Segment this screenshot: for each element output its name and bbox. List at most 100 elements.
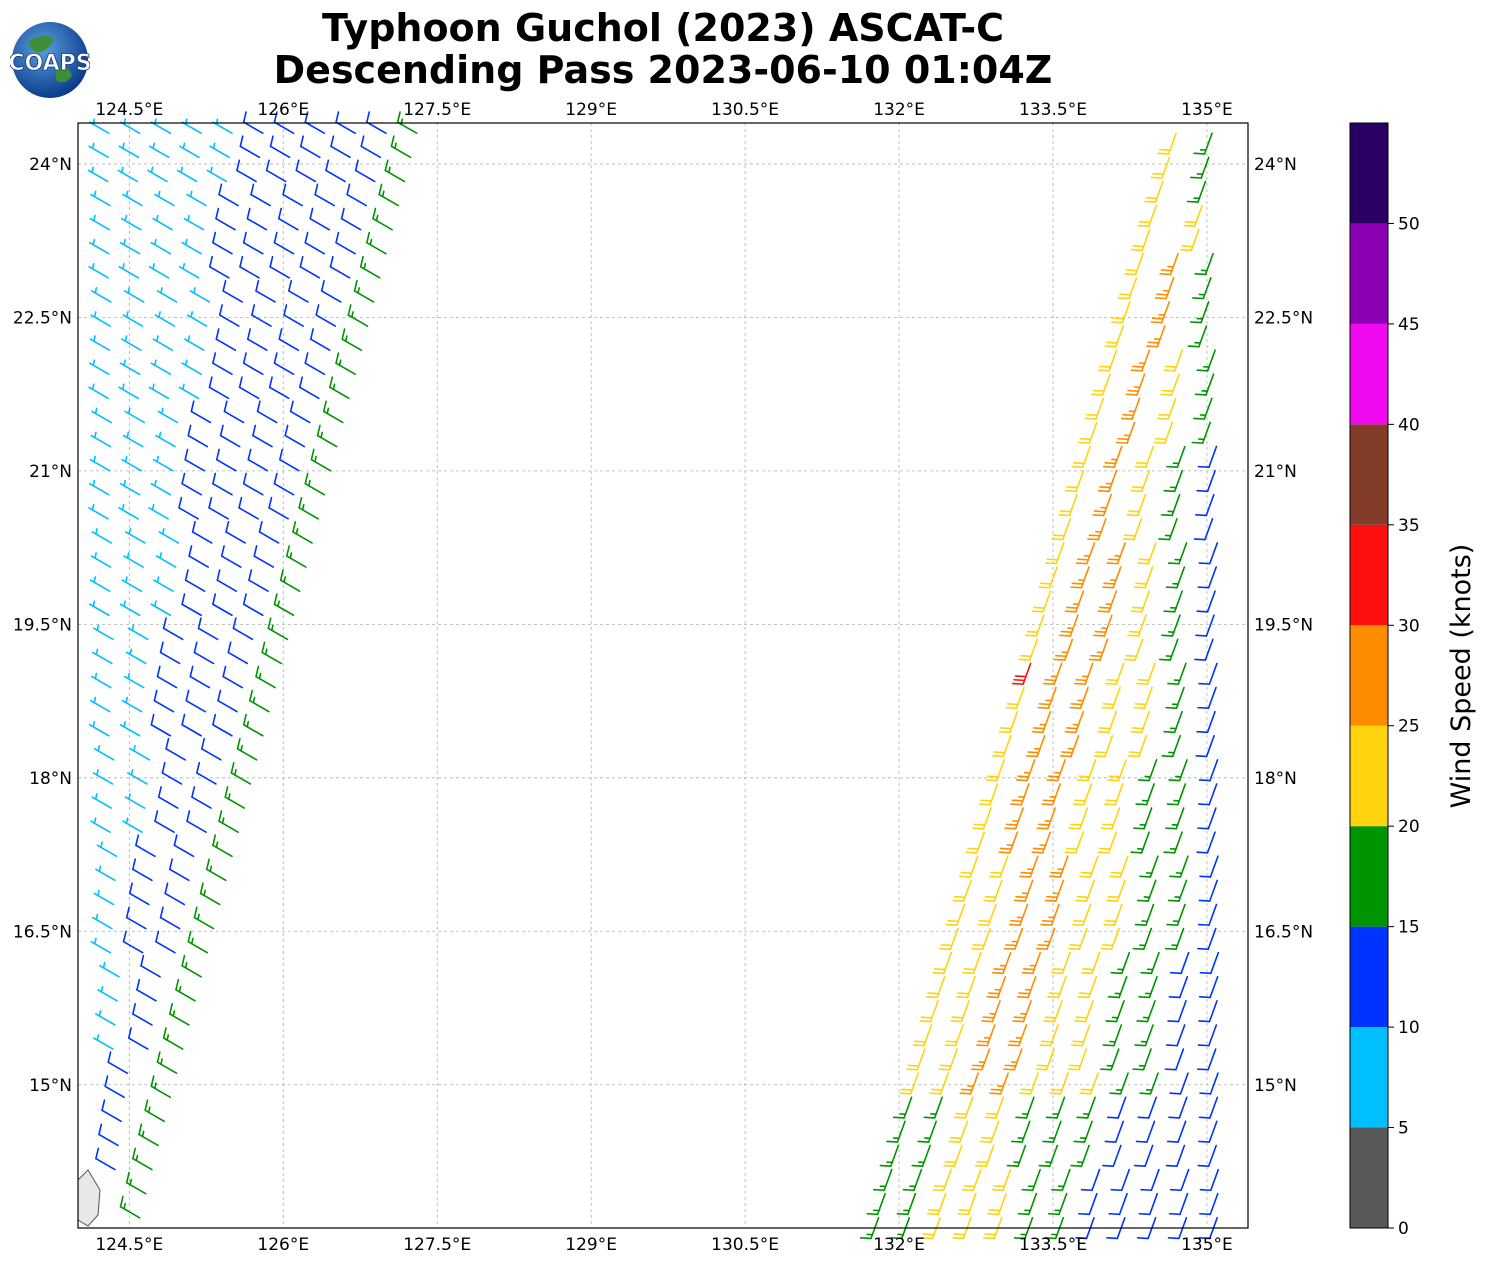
barb-feather bbox=[917, 1140, 930, 1143]
coaps-logo: COAPS bbox=[10, 22, 90, 98]
barb-feather-half bbox=[301, 503, 305, 511]
barb-feather bbox=[138, 1123, 143, 1136]
lon-tick-label-bottom: 135°E bbox=[1181, 1235, 1233, 1255]
barb-feather bbox=[1018, 992, 1031, 995]
barb-feather bbox=[1195, 514, 1208, 517]
wind-barb bbox=[335, 352, 356, 376]
barb-shaft bbox=[212, 241, 233, 255]
barb-feather bbox=[1169, 1188, 1182, 1192]
barb-feather-half bbox=[95, 913, 99, 921]
wind-barb bbox=[122, 311, 144, 327]
barb-shaft bbox=[165, 748, 186, 761]
barb-feather-half bbox=[283, 576, 287, 583]
barb-shaft bbox=[239, 145, 261, 159]
wind-barb bbox=[90, 287, 112, 303]
barb-feather-half bbox=[264, 648, 268, 656]
wind-barb bbox=[1195, 493, 1215, 517]
wind-barb bbox=[1031, 590, 1052, 613]
wind-barb bbox=[366, 111, 387, 135]
barb-feather bbox=[1134, 703, 1147, 706]
barb-feather bbox=[253, 545, 258, 557]
wind-barb bbox=[1102, 445, 1123, 469]
barb-feather bbox=[1008, 923, 1021, 926]
barb-feather-half bbox=[93, 190, 97, 198]
barb-feather bbox=[1020, 1088, 1033, 1091]
barb-feather bbox=[978, 803, 991, 806]
barb-feather bbox=[978, 919, 991, 923]
wind-barb bbox=[998, 710, 1019, 734]
barb-feather-half bbox=[190, 937, 194, 945]
wind-barb bbox=[1053, 638, 1074, 661]
barb-shaft bbox=[1209, 855, 1219, 878]
wind-barb bbox=[1109, 1072, 1129, 1095]
barb-feather bbox=[1197, 706, 1210, 710]
barb-feather-half bbox=[158, 431, 162, 439]
barb-feather bbox=[164, 882, 169, 895]
barb-feather-half bbox=[92, 238, 96, 246]
barb-feather bbox=[1112, 317, 1125, 320]
barb-feather bbox=[1082, 968, 1095, 971]
wind-barb bbox=[119, 118, 141, 135]
barb-shaft bbox=[273, 482, 295, 496]
barb-feather bbox=[250, 183, 255, 196]
barb-feather bbox=[1131, 486, 1144, 489]
barb-feather bbox=[119, 1195, 124, 1208]
barb-feather bbox=[1098, 727, 1111, 730]
barb-feather bbox=[265, 159, 270, 172]
barb-feather bbox=[1165, 1164, 1178, 1167]
barb-shaft bbox=[1206, 710, 1216, 734]
barb-feather bbox=[928, 1209, 941, 1212]
barb-feather bbox=[896, 1212, 909, 1216]
wind-barb bbox=[230, 761, 252, 785]
barb-feather bbox=[1013, 899, 1026, 902]
barb-feather bbox=[982, 1016, 995, 1019]
barb-feather bbox=[1163, 730, 1176, 734]
barb-feather bbox=[1197, 1164, 1210, 1167]
barb-shaft bbox=[215, 217, 236, 231]
barb-feather bbox=[1137, 779, 1150, 782]
wind-barb bbox=[156, 665, 178, 689]
barb-shaft bbox=[101, 1109, 122, 1123]
wind-barb bbox=[985, 759, 1005, 782]
barb-feather bbox=[1135, 462, 1148, 465]
wind-barb bbox=[1105, 662, 1125, 685]
barb-feather bbox=[322, 400, 327, 413]
wind-barb bbox=[1186, 180, 1207, 203]
wind-barb bbox=[227, 641, 249, 665]
barb-feather bbox=[227, 641, 232, 654]
barb-shaft bbox=[1204, 638, 1214, 661]
barb-shaft bbox=[1120, 1168, 1131, 1192]
barb-feather-half bbox=[94, 287, 98, 294]
barb-feather bbox=[1197, 923, 1210, 926]
barb-feather bbox=[1051, 538, 1064, 541]
barb-feather bbox=[347, 304, 352, 316]
barb-feather bbox=[1110, 871, 1123, 874]
barb-feather-half bbox=[92, 359, 96, 367]
barb-feather bbox=[1197, 803, 1210, 806]
wind-barb bbox=[1160, 373, 1180, 396]
barb-feather bbox=[242, 352, 247, 365]
barb-feather bbox=[1154, 297, 1167, 300]
barb-feather bbox=[1097, 730, 1110, 734]
barb-feather bbox=[159, 906, 164, 919]
barb-feather-half bbox=[203, 889, 207, 897]
wind-barb bbox=[1157, 132, 1177, 155]
barb-feather bbox=[1045, 1116, 1058, 1119]
barb-feather bbox=[1066, 486, 1079, 489]
barb-feather bbox=[304, 352, 309, 365]
wind-barb bbox=[1167, 879, 1188, 902]
barb-feather bbox=[1104, 345, 1117, 348]
wind-barb bbox=[1168, 759, 1188, 782]
barb-shaft bbox=[268, 386, 290, 400]
barb-feather bbox=[1046, 558, 1059, 561]
wind-barb bbox=[354, 159, 376, 183]
barb-shaft bbox=[255, 290, 276, 303]
wind-barb bbox=[168, 858, 190, 882]
wind-barb bbox=[1132, 1048, 1152, 1071]
lon-tick-label-top: 126°E bbox=[257, 100, 309, 120]
wind-barb bbox=[1137, 204, 1158, 228]
wind-barb bbox=[1136, 1000, 1156, 1023]
barb-feather bbox=[261, 641, 266, 654]
barb-shaft bbox=[223, 410, 245, 424]
wind-barb bbox=[347, 304, 369, 327]
